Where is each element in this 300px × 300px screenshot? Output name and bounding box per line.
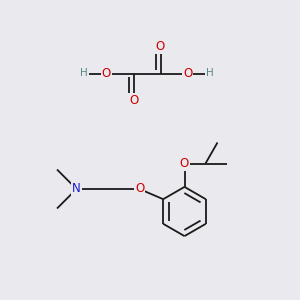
Text: O: O	[180, 157, 189, 170]
Text: H: H	[80, 68, 88, 79]
Text: O: O	[102, 67, 111, 80]
Text: O: O	[135, 182, 144, 196]
Text: H: H	[206, 68, 214, 79]
Text: O: O	[183, 67, 192, 80]
Text: N: N	[72, 182, 81, 196]
Text: O: O	[129, 94, 138, 107]
Text: O: O	[156, 40, 165, 53]
